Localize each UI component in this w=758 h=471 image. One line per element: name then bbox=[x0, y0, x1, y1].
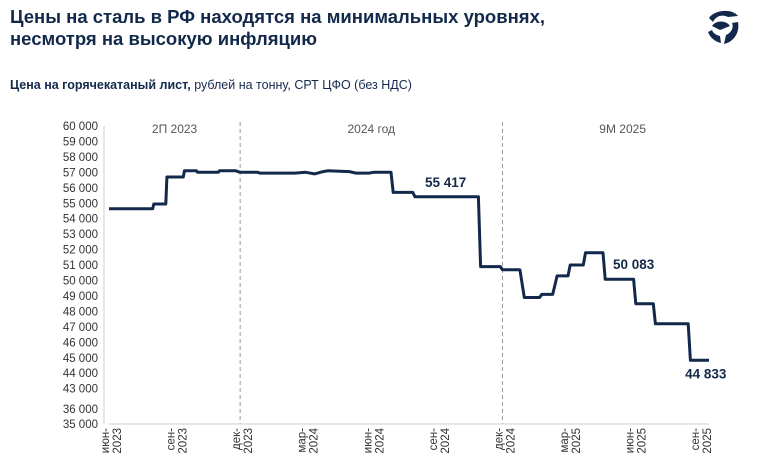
x-tick-month: мар- bbox=[297, 428, 309, 453]
x-tick-year: 2023 bbox=[178, 428, 190, 454]
y-tick-label: 48 000 bbox=[63, 306, 98, 318]
data-label: 55 417 bbox=[425, 175, 466, 190]
x-tick-label: дек- 2023 bbox=[231, 428, 255, 454]
data-label: 44 833 bbox=[685, 366, 727, 381]
y-tick-label: 47 000 bbox=[63, 322, 98, 334]
x-tick-label: сен- 2024 bbox=[428, 427, 452, 453]
y-axis: 60 000 59 000 58 000 57 000 56 000 55 000 54 0… bbox=[63, 121, 105, 431]
x-tick-year: 2024 bbox=[440, 427, 452, 453]
y-tick-label: 51 000 bbox=[63, 260, 98, 272]
chart-title-line-1: Цены на сталь в РФ находятся на минималь… bbox=[10, 6, 545, 27]
y-tick-label: 57 000 bbox=[63, 167, 98, 179]
x-tick-year: 2023 bbox=[112, 428, 124, 454]
x-tick-month: июн- bbox=[625, 428, 637, 453]
y-tick-label: 36 000 bbox=[63, 404, 98, 416]
x-tick-month: мар- bbox=[559, 428, 571, 453]
x-tick-month: июн- bbox=[100, 428, 112, 453]
x-tick-label: сен- 2025 bbox=[690, 428, 714, 454]
x-tick-month: сен- bbox=[690, 428, 702, 450]
y-tick-label: 46 000 bbox=[63, 337, 98, 349]
data-labels: 55 417 50 083 44 833 bbox=[425, 175, 727, 382]
x-tick-year: 2024 bbox=[374, 427, 386, 453]
y-tick-label: 55 000 bbox=[63, 198, 98, 210]
chart-subtitle-rest: рублей на тонну, СРТ ЦФО (без НДС) bbox=[190, 78, 412, 92]
x-tick-label: июн- 2025 bbox=[625, 428, 649, 454]
x-tick-month: дек- bbox=[493, 428, 505, 450]
x-tick-year: 2024 bbox=[309, 427, 321, 453]
x-tick-label: дек- 2024 bbox=[493, 427, 517, 453]
x-tick-month: сен- bbox=[166, 428, 178, 450]
y-tick-label: 44 000 bbox=[63, 368, 98, 380]
x-tick-year: 2023 bbox=[243, 428, 255, 454]
chart-title-line-2: несмотря на высокую инфляцию bbox=[10, 28, 318, 49]
y-tick-label: 58 000 bbox=[63, 152, 98, 164]
x-axis: июн- 2023 сен- 2023 дек- 2023 мар- 2024 июн- 2024… bbox=[100, 423, 714, 454]
y-tick-label: 60 000 bbox=[63, 121, 98, 133]
y-tick-label: 49 000 bbox=[63, 291, 98, 303]
period-label: 2П 2023 bbox=[152, 122, 198, 136]
period-labels: 2П 2023 2024 год 9М 2025 bbox=[152, 122, 646, 424]
x-tick-month: июн- bbox=[362, 428, 374, 453]
x-tick-year: 2024 bbox=[505, 427, 517, 453]
period-label: 2024 год bbox=[348, 122, 396, 136]
x-tick-label: июн- 2023 bbox=[100, 428, 124, 454]
y-tick-label: 52 000 bbox=[63, 245, 98, 257]
chart-title: Цены на сталь в РФ находятся на минималь… bbox=[10, 6, 630, 50]
period-label: 9М 2025 bbox=[599, 122, 646, 136]
x-tick-month: дек- bbox=[231, 428, 243, 450]
y-tick-label: 45 000 bbox=[63, 353, 98, 365]
x-tick-label: сен- 2023 bbox=[166, 428, 190, 454]
x-tick-year: 2025 bbox=[637, 428, 649, 454]
y-tick-label: 59 000 bbox=[63, 136, 98, 148]
x-tick-label: мар- 2025 bbox=[559, 428, 583, 454]
x-tick-year: 2025 bbox=[571, 428, 583, 454]
chart-subtitle: Цена на горячекатаный лист, рублей на то… bbox=[10, 78, 412, 92]
y-tick-label: 43 000 bbox=[63, 384, 98, 396]
series-layer bbox=[109, 169, 709, 362]
x-tick-label: июн- 2024 bbox=[362, 427, 386, 453]
x-tick-label: мар- 2024 bbox=[297, 427, 321, 453]
x-tick-year: 2025 bbox=[702, 428, 714, 454]
x-tick-month: сен- bbox=[428, 428, 440, 450]
chart-subtitle-bold: Цена на горячекатаный лист, bbox=[10, 78, 191, 92]
y-tick-label: 35 000 bbox=[63, 419, 98, 431]
company-logo-icon bbox=[708, 10, 739, 44]
y-tick-label: 50 000 bbox=[63, 276, 98, 288]
y-tick-label: 56 000 bbox=[63, 183, 98, 195]
y-tick-label: 53 000 bbox=[63, 229, 98, 241]
y-tick-label: 54 000 bbox=[63, 214, 98, 226]
data-label: 50 083 bbox=[613, 257, 655, 272]
series-line bbox=[109, 169, 709, 362]
